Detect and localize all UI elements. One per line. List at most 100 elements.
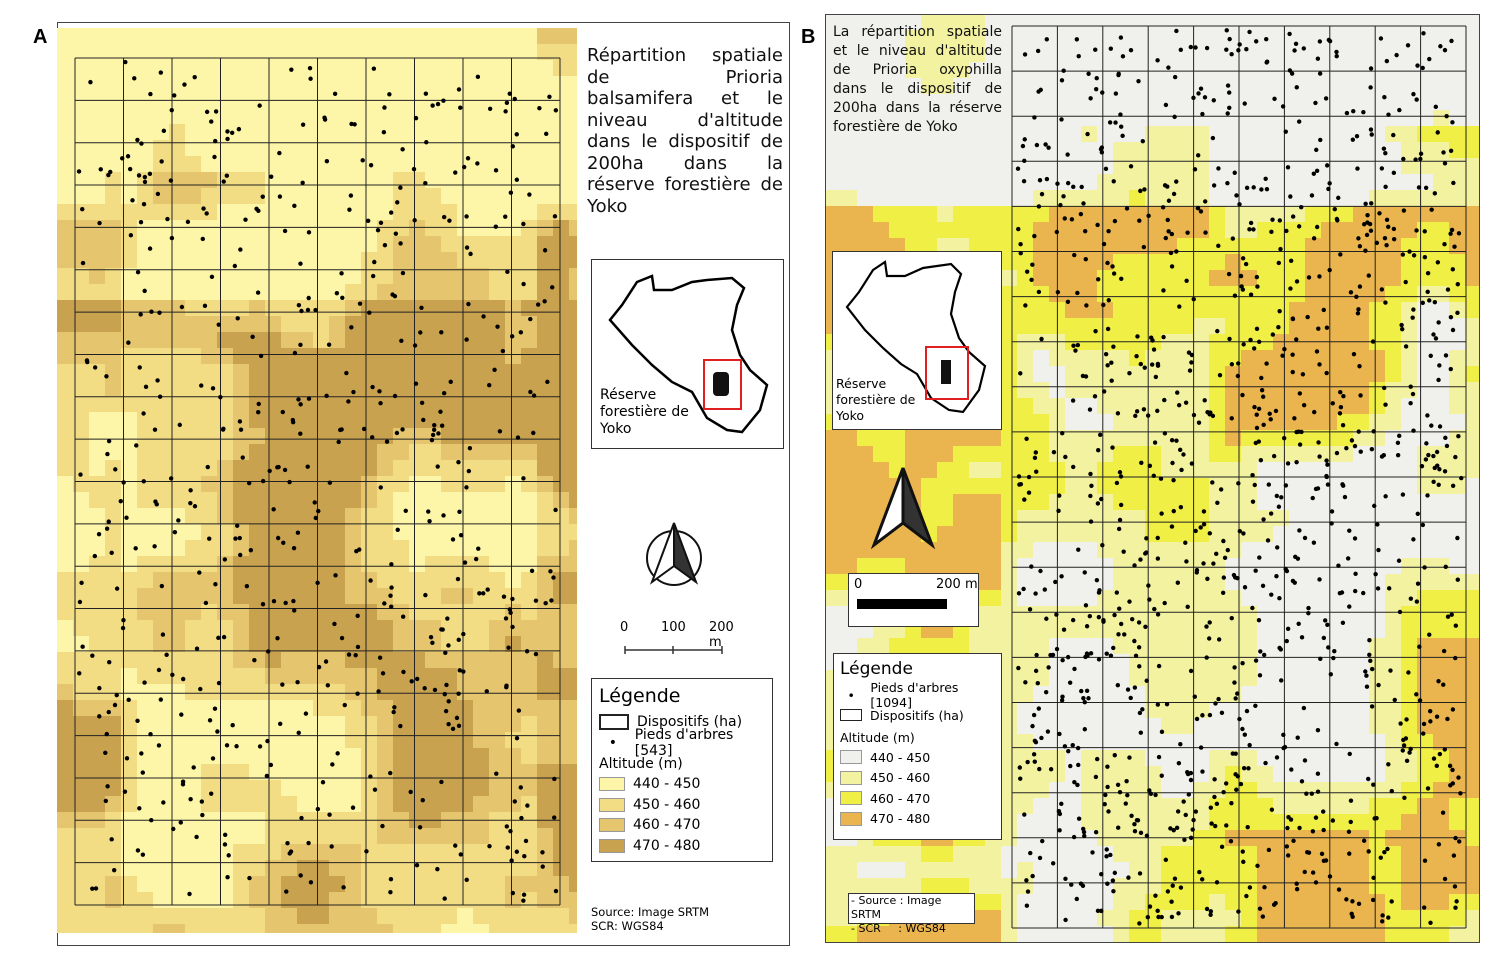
tree-point: [1214, 551, 1219, 557]
tree-point: [1140, 707, 1145, 712]
tree-point: [224, 173, 230, 178]
tree-point: [1311, 540, 1317, 545]
tree-point: [1274, 574, 1279, 579]
tree-point: [418, 330, 423, 335]
tree-point: [1182, 837, 1187, 842]
tree-point: [1295, 735, 1300, 740]
tree-point: [1149, 362, 1155, 367]
tree-point: [1417, 644, 1422, 649]
tree-point: [1169, 914, 1175, 920]
tree-point: [1275, 545, 1280, 550]
tree-point: [1314, 147, 1319, 153]
tree-point: [1031, 752, 1037, 757]
tree-point: [1195, 205, 1201, 211]
tree-point: [1290, 369, 1295, 375]
tree-point: [1363, 248, 1368, 253]
tree-point: [340, 295, 345, 301]
tree-point: [271, 507, 276, 512]
tree-point: [1336, 887, 1342, 892]
tree-point: [1232, 170, 1237, 175]
tree-point: [1093, 774, 1099, 780]
tree-point: [353, 653, 358, 658]
tree-point: [1438, 44, 1443, 49]
tree-point: [1233, 772, 1238, 777]
tree-point: [1386, 224, 1391, 229]
tree-point: [1405, 43, 1411, 48]
tree-point: [109, 837, 114, 842]
tree-point: [1350, 914, 1355, 919]
tree-point: [1124, 206, 1130, 211]
tree-point: [1155, 535, 1160, 541]
tree-point: [105, 451, 110, 457]
tree-point: [1153, 792, 1158, 798]
tree-point: [1398, 721, 1403, 726]
tree-point: [1219, 844, 1225, 850]
tree-point: [200, 236, 205, 242]
tree-point: [156, 743, 162, 748]
tree-point: [481, 314, 486, 319]
tree-point: [521, 892, 527, 897]
tree-point: [1232, 665, 1237, 670]
tree-point: [514, 177, 520, 182]
tree-point: [103, 750, 108, 755]
tree-point: [1442, 161, 1448, 166]
tree-point: [454, 715, 460, 721]
tree-point: [1218, 487, 1224, 492]
tree-point: [1371, 782, 1376, 787]
tree-point: [493, 168, 499, 173]
tree-point: [1348, 798, 1354, 803]
tree-point: [1190, 827, 1195, 832]
tree-point: [514, 132, 519, 137]
tree-point: [1105, 260, 1110, 266]
tree-point: [1216, 166, 1221, 171]
tree-point: [540, 864, 545, 869]
tree-point: [97, 685, 102, 691]
tree-point: [1212, 794, 1217, 800]
tree-point: [120, 625, 126, 631]
tree-point: [1145, 413, 1151, 418]
tree-point: [1336, 563, 1341, 568]
tree-point: [176, 518, 181, 523]
tree-point: [187, 891, 192, 897]
tree-point: [1352, 443, 1358, 449]
tree-point: [388, 770, 393, 776]
tree-point: [1063, 917, 1068, 923]
tree-point: [466, 468, 472, 474]
tree-point: [216, 322, 221, 327]
tree-point: [215, 729, 220, 734]
tree-point: [1337, 590, 1343, 596]
tree-point: [330, 762, 335, 767]
tree-point: [332, 91, 338, 97]
tree-point: [1159, 729, 1165, 734]
tree-point: [1162, 183, 1168, 188]
tree-point: [157, 394, 163, 399]
tree-point: [1174, 179, 1179, 184]
tree-point: [1331, 655, 1336, 661]
tree-point: [1264, 186, 1270, 192]
tree-point: [1408, 746, 1413, 752]
tree-point: [1240, 726, 1245, 732]
tree-point: [1293, 554, 1298, 559]
tree-point: [426, 509, 431, 514]
tree-point: [1431, 479, 1436, 485]
tree-point: [1330, 401, 1335, 406]
tree-point: [1050, 861, 1056, 866]
tree-point: [1178, 885, 1184, 890]
tree-point: [378, 485, 383, 490]
tree-point: [1222, 555, 1228, 560]
tree-point: [1110, 445, 1115, 450]
tree-point: [1256, 406, 1262, 412]
tree-point: [1126, 875, 1131, 880]
tree-point: [1404, 758, 1410, 764]
tree-point: [1088, 493, 1093, 499]
tree-point: [255, 290, 261, 295]
tree-point: [1024, 436, 1029, 441]
tree-point: [1386, 762, 1391, 767]
tree-point: [351, 389, 356, 395]
tree-point: [205, 464, 210, 470]
tree-point: [509, 858, 514, 863]
tree-point: [521, 221, 526, 227]
tree-point: [188, 796, 193, 802]
tree-point: [1130, 616, 1135, 622]
tree-point: [553, 507, 558, 513]
